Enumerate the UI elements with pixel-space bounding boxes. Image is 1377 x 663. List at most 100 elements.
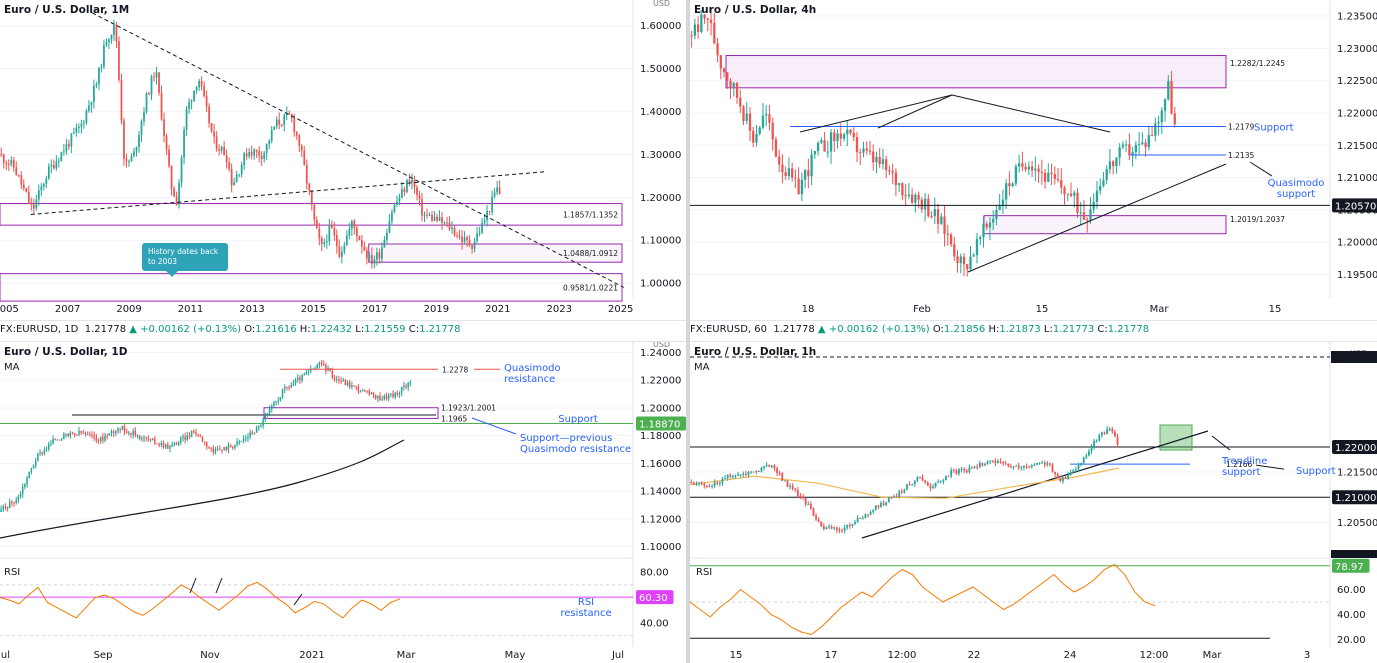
ticker-low: 1.21773: [1052, 324, 1095, 335]
candle-body: [353, 220, 356, 228]
monthly-chart-panel[interactable]: 1.00000 1.10000 1.20000 1.30000 1.40000 1.500…: [0, 0, 686, 320]
candle-body: [936, 209, 940, 224]
x-tick-label: Mar: [397, 650, 417, 661]
candle-body: [372, 392, 375, 395]
candle-body: [296, 377, 299, 380]
candle-body: [739, 474, 742, 476]
candle-body: [371, 254, 373, 264]
candle-body: [331, 371, 334, 378]
candle-body: [846, 525, 849, 528]
candle-body: [392, 393, 394, 398]
candle-body: [30, 202, 33, 205]
candle-body: [225, 447, 228, 451]
annotation-arrow: [215, 577, 223, 594]
candle-body: [940, 216, 943, 224]
candle-body: [929, 485, 932, 489]
candle-body: [895, 496, 898, 498]
candle-body: [149, 438, 152, 440]
candle-body: [303, 150, 306, 166]
candle-body: [1053, 174, 1056, 180]
candle-body: [24, 484, 26, 488]
candle-body: [27, 192, 30, 203]
ma-indicator-label[interactable]: MA: [694, 362, 710, 373]
y-tick-label: 40.00: [1337, 610, 1366, 621]
candle-body: [366, 390, 368, 392]
candle-body: [745, 113, 748, 121]
candle-body: [698, 482, 701, 484]
candle-body: [361, 390, 364, 392]
candle-body: [904, 195, 907, 197]
price-badge-bg: [1332, 198, 1377, 213]
candle-body: [765, 464, 768, 466]
hourly-chart[interactable]: 1.205001.210001.215001.22000USD1.220001.…: [690, 342, 1377, 663]
bottom-badge: [1331, 550, 1377, 558]
candle-body: [173, 188, 175, 197]
y-tick-label: 60.00: [1337, 585, 1366, 596]
candle-body: [826, 151, 829, 153]
candle-body: [407, 383, 409, 388]
y-tick-label: 1.14000: [640, 487, 681, 498]
candle-body: [776, 468, 778, 473]
candle-body: [203, 86, 205, 97]
candle-body: [177, 442, 180, 445]
4h-chart[interactable]: 1.195001.200001.205001.210001.215001.220…: [690, 0, 1377, 320]
candle-body: [1095, 190, 1099, 203]
hourly-chart-panel[interactable]: 1.205001.210001.215001.22000USD1.220001.…: [690, 342, 1377, 663]
candle-body: [210, 447, 212, 449]
candle-body: [58, 439, 61, 441]
candle-body: [468, 239, 471, 246]
candle-body: [721, 478, 724, 483]
candle-body: [387, 395, 390, 399]
candle-body: [238, 441, 241, 443]
candle-body: [975, 239, 979, 256]
candle-body: [989, 460, 992, 462]
candle-body: [968, 467, 971, 473]
candle-body: [807, 170, 810, 177]
candle-body: [218, 149, 221, 151]
candle-body: [854, 522, 856, 525]
candle-body: [979, 237, 982, 240]
candle-body: [379, 395, 381, 401]
candle-body: [737, 474, 739, 476]
candle-body: [355, 227, 358, 237]
candle-body: [190, 101, 193, 103]
candle-body: [71, 432, 74, 434]
candle-body: [916, 477, 919, 481]
candle-body: [184, 436, 186, 441]
candle-body: [426, 214, 428, 216]
candle-body: [220, 146, 223, 151]
ma-indicator-label[interactable]: MA: [4, 362, 20, 373]
candle-body: [747, 471, 750, 475]
candle-body: [119, 428, 121, 430]
y-tick-label: 1.12000: [640, 514, 681, 525]
candle-body: [208, 106, 210, 124]
candle-body: [245, 153, 248, 157]
candle-body: [150, 76, 153, 95]
4h-chart-panel[interactable]: 1.195001.200001.205001.210001.215001.220…: [690, 0, 1377, 320]
candle-body: [206, 441, 208, 447]
candle-body: [130, 155, 133, 162]
panel-divider[interactable]: [686, 0, 690, 663]
candle-body: [965, 470, 968, 473]
candle-body: [1062, 477, 1064, 482]
monthly-chart[interactable]: 1.00000 1.10000 1.20000 1.30000 1.40000 1.500…: [0, 0, 686, 320]
candle-body: [295, 132, 298, 136]
candle-body: [213, 131, 215, 137]
daily-chart[interactable]: 1.10000 1.12000 1.14000 1.16000 1.18000 1.200…: [0, 342, 686, 663]
candle-body: [247, 436, 249, 439]
candle-body: [864, 514, 867, 519]
candle-body: [828, 526, 830, 528]
candle-body: [22, 184, 25, 189]
candle-body: [188, 102, 190, 109]
candle-body: [1049, 463, 1051, 465]
y-tick-label: 1.30000: [640, 150, 681, 161]
daily-chart-panel[interactable]: 1.10000 1.12000 1.14000 1.16000 1.18000 1.200…: [0, 342, 686, 663]
candle-body: [205, 96, 208, 107]
candle-body: [835, 527, 838, 531]
candle-body: [898, 491, 901, 497]
candle-body: [862, 148, 865, 153]
candle-body: [1173, 113, 1176, 125]
candle-body: [481, 222, 483, 233]
candle-body: [930, 216, 933, 218]
candle-body: [348, 382, 351, 388]
